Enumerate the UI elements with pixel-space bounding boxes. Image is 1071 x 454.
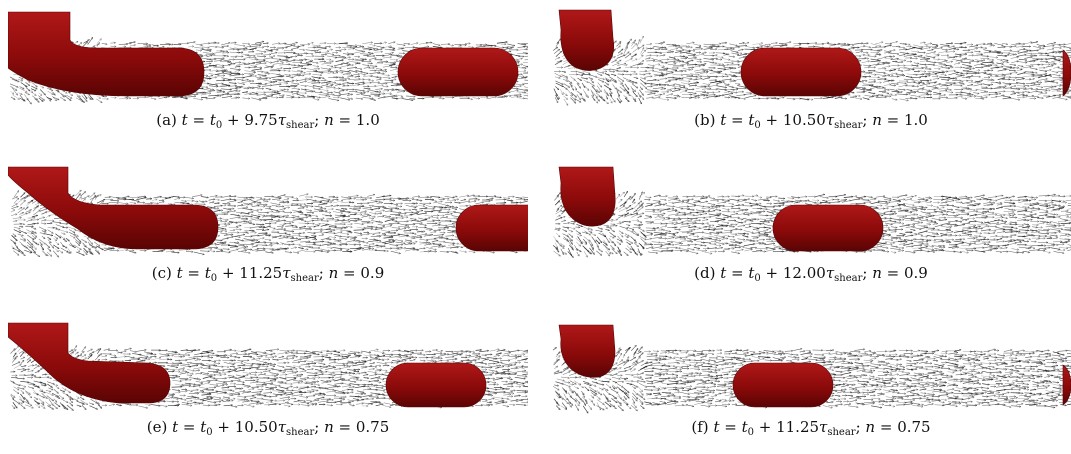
droplet-detached (732, 362, 834, 408)
droplet-edge (1062, 49, 1071, 97)
velocity-field-b (552, 9, 1071, 106)
droplet-detached (397, 47, 519, 97)
droplet-detached (455, 204, 528, 252)
droplet-detached (740, 47, 862, 97)
caption-d: (d) t = t0 + 12.00τshear; n = 0.9 (694, 264, 928, 284)
caption-e: (e) t = t0 + 10.50τshear; n = 0.75 (146, 418, 390, 438)
droplet-inlet (558, 9, 615, 71)
droplet-inlet (8, 322, 171, 404)
caption-b: (b) t = t0 + 10.50τshear; n = 1.0 (694, 111, 928, 131)
velocity-field-f (552, 324, 1071, 414)
velocity-field-d (552, 166, 1071, 258)
caption-f: (f) t = t0 + 11.25τshear; n = 0.75 (691, 418, 931, 438)
droplet-detached (385, 362, 487, 408)
caption-c: (c) t = t0 + 11.25τshear; n = 0.9 (151, 264, 385, 284)
panel-c: (c) t = t0 + 11.25τshear; n = 0.9 (8, 153, 528, 298)
panel-f: (f) t = t0 + 11.25τshear; n = 0.75 (551, 307, 1071, 452)
droplet-inlet (8, 166, 219, 250)
panel-a: (a) t = t0 + 9.75τshear; n = 1.0 (8, 0, 528, 145)
droplet-inlet (558, 324, 616, 378)
droplet-inlet (558, 166, 616, 227)
velocity-field-a (8, 11, 528, 105)
caption-a: (a) t = t0 + 9.75τshear; n = 1.0 (156, 111, 380, 131)
velocity-field-c (8, 166, 528, 258)
droplet-inlet (8, 11, 205, 97)
velocity-field-e (8, 322, 528, 411)
panel-d: (d) t = t0 + 12.00τshear; n = 0.9 (551, 153, 1071, 298)
droplet-detached (772, 204, 884, 252)
panel-e: (e) t = t0 + 10.50τshear; n = 0.75 (8, 307, 528, 452)
panel-b: (b) t = t0 + 10.50τshear; n = 1.0 (551, 0, 1071, 145)
